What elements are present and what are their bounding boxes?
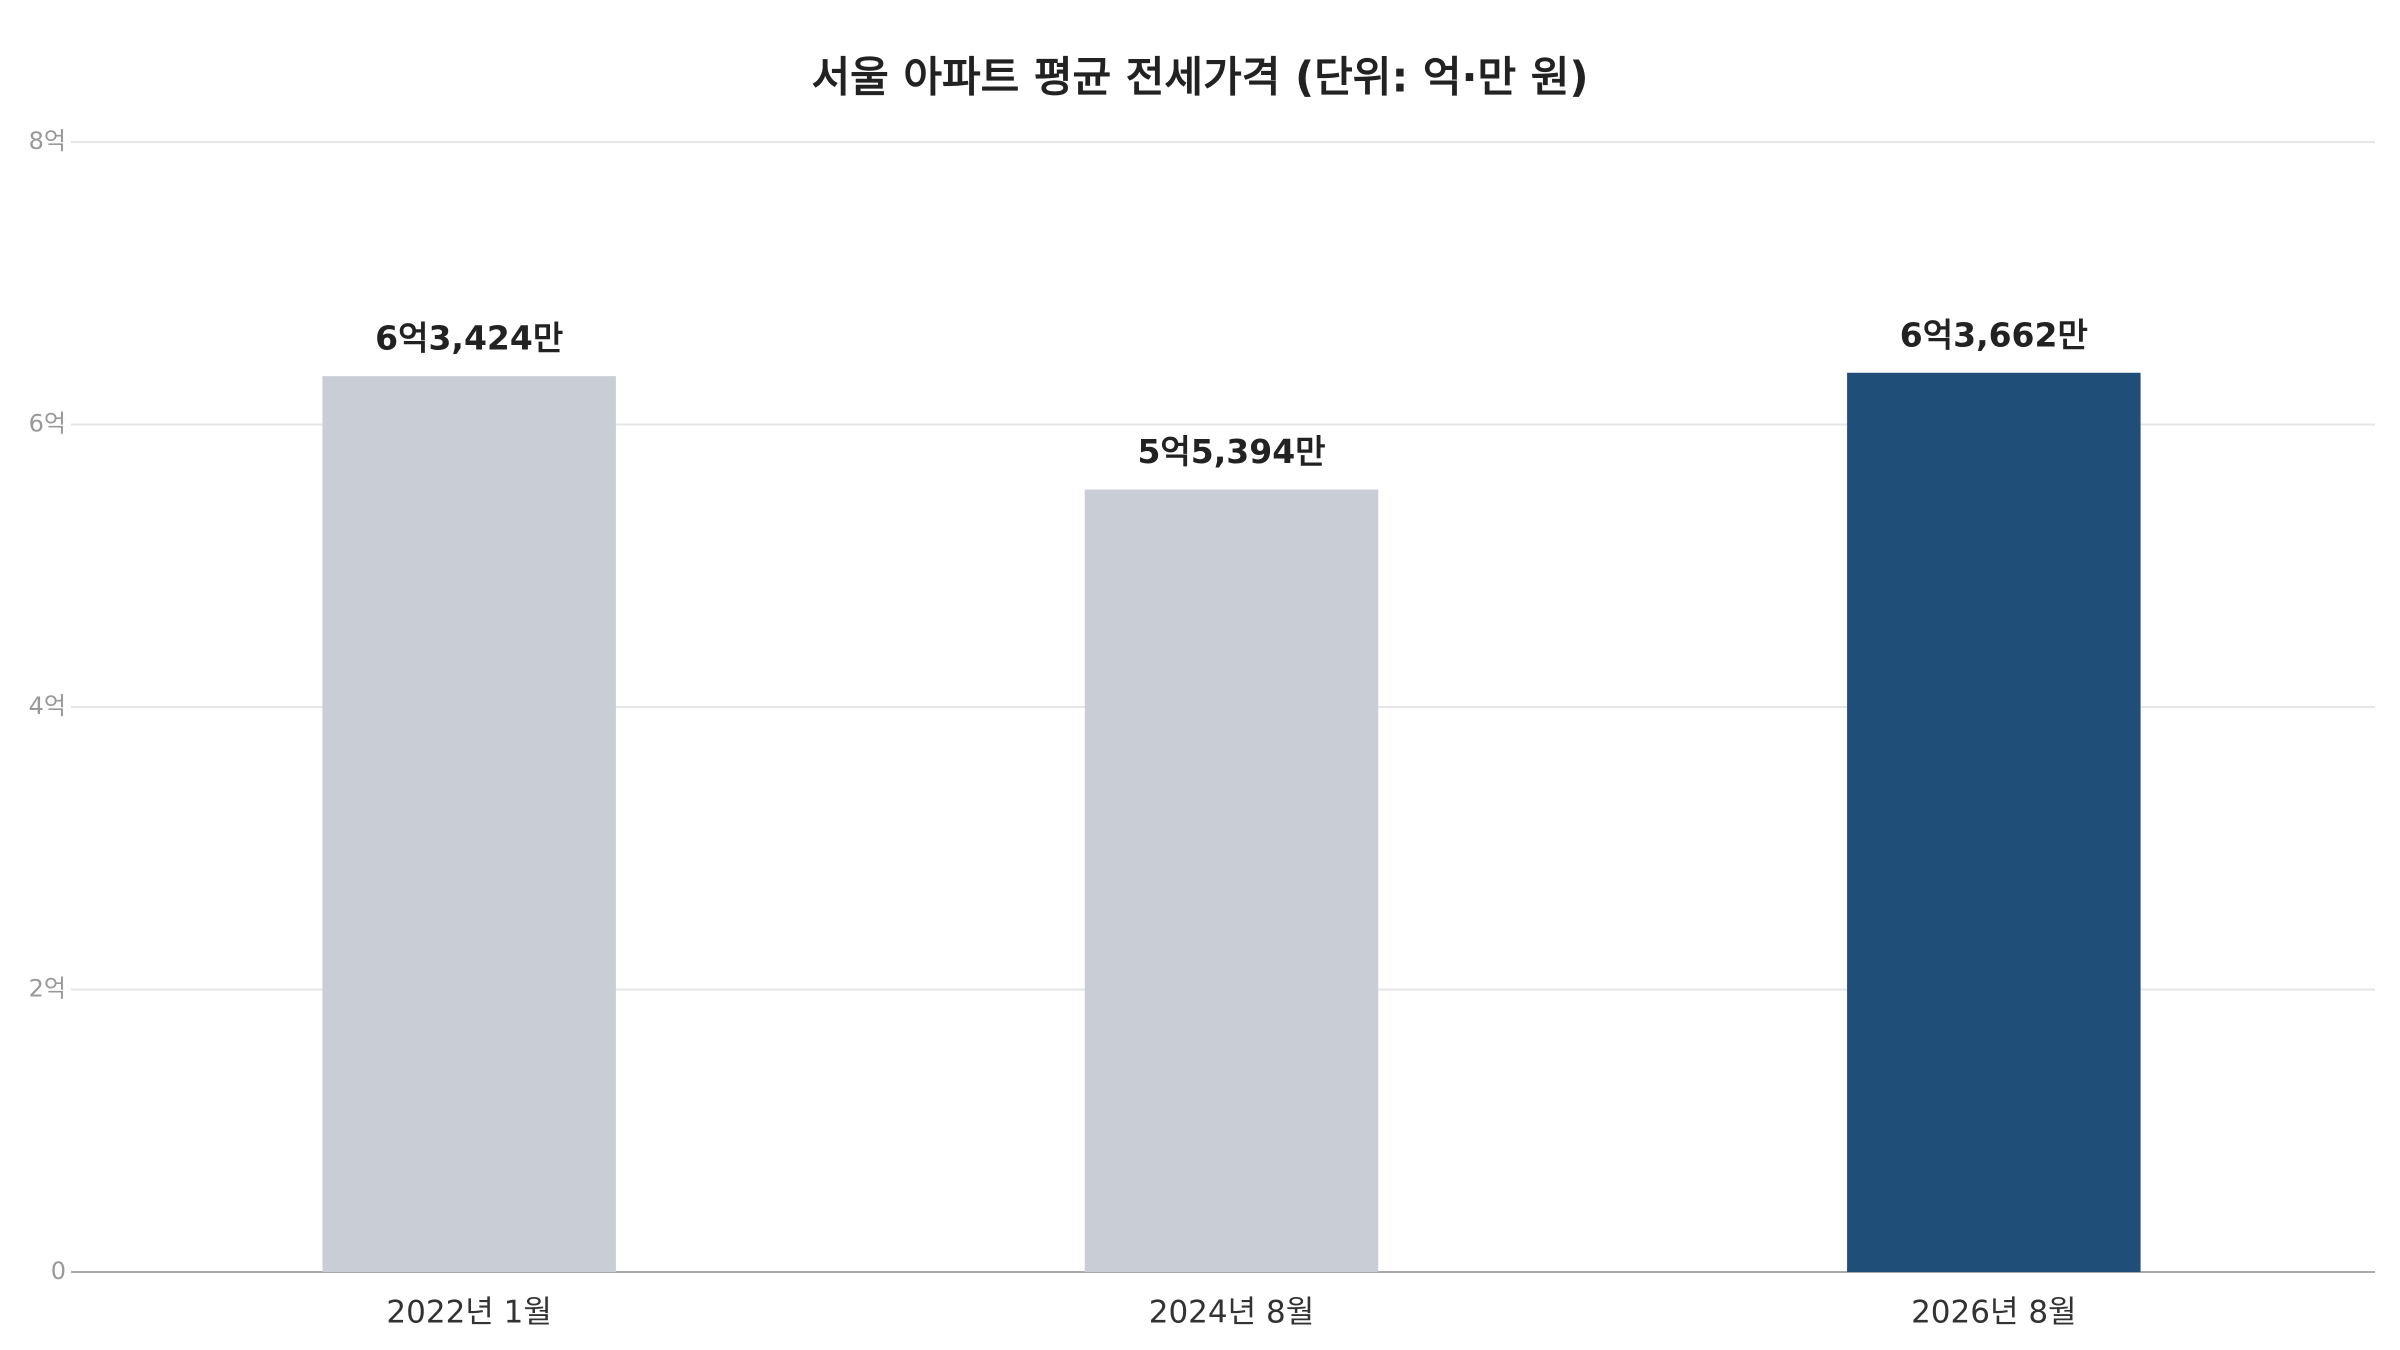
bar [1084,489,1379,1272]
y-tick-label: 8억 [29,127,66,155]
bar [1847,372,2141,1272]
value-label: 5억5,394만 [1137,432,1325,471]
chart-title: 서울 아파트 평균 전세가격 (단위: 억·만 원) [811,53,1588,102]
y-tick-label: 6억 [29,410,66,438]
x-tick-label: 2024년 8월 [1149,1295,1315,1331]
value-label: 6억3,662만 [1900,315,2088,354]
bar [322,376,616,1272]
y-tick-label: 4억 [29,692,66,720]
y-tick-label: 2억 [29,975,66,1003]
y-tick-label: 0 [51,1257,66,1285]
x-tick-label: 2026년 8월 [1911,1295,2077,1331]
value-label: 6억3,424만 [375,319,563,358]
x-tick-label: 2022년 1월 [386,1295,552,1331]
